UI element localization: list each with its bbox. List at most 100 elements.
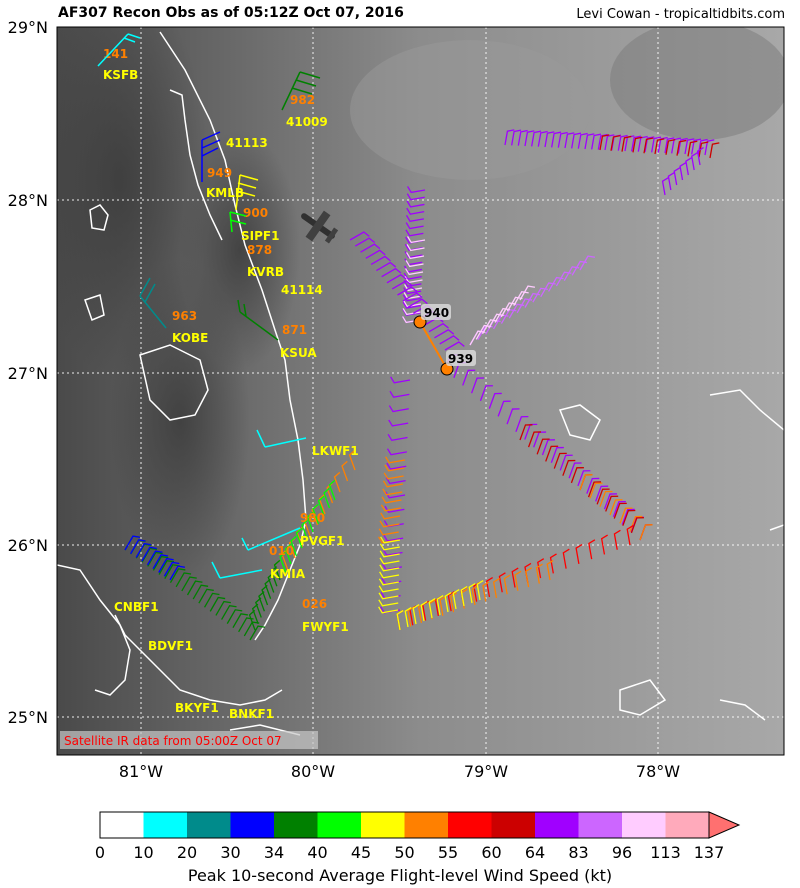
colorbar-bin [404,812,448,838]
station-label: KSUA [280,346,317,360]
wind-barb [436,595,444,616]
wind-barb [385,456,406,464]
wind-barb [169,565,186,581]
wind-barb [492,577,500,598]
colorbar-tick: 50 [394,843,415,862]
wind-barb [516,298,533,314]
wind-barb [248,609,256,631]
wind-barb [515,415,529,433]
wind-barb [665,139,676,155]
wind-barb [312,503,320,525]
wind-barb [406,244,425,252]
wind-barb [388,419,409,427]
wind-barb [301,519,309,541]
colorbar-bin [448,812,492,838]
station-label: SIPF1 [241,229,279,243]
station-pressure: 010 [269,544,294,558]
wind-barb [270,566,278,587]
wind-barb [667,172,675,191]
wind-barb [391,280,412,290]
wind-barb [537,130,548,147]
wind-barb [341,460,349,482]
author-credit: Levi Cowan - tropicaltidbits.com [576,7,785,22]
wind-barb [506,408,520,425]
colorbar-bin [187,812,231,838]
wind-barb [141,546,157,562]
wind-barb [691,138,702,155]
coastline-layer [57,31,784,736]
wind-barb [540,282,556,298]
colorbar-tick: 137 [693,843,725,862]
station-pressure: 878 [247,243,272,257]
wind-barb [384,464,405,472]
wind-barb [354,237,375,247]
lon-label: 81°W [119,762,163,781]
wind-barb [696,147,704,166]
colorbar-tick: 34 [263,843,285,862]
wind-barb [603,493,618,510]
wind-barb [626,525,634,546]
wind-barb [406,207,425,215]
wind-barb [439,335,460,345]
wind-barb [630,517,644,534]
station-label: LKWF1 [312,444,359,458]
wind-barb [587,481,602,498]
wind-barb [599,490,613,507]
wind-barb [130,539,146,555]
wind-barb [385,491,406,499]
wind-barb [404,284,423,292]
wind-barb [232,613,248,629]
wind-barb [407,606,415,627]
wind-barb [378,585,399,593]
station-label: KVRB [247,265,284,279]
wind-barb [447,591,455,612]
wind-barb [378,528,399,536]
wind-barb [563,266,580,282]
wind-barb [622,509,636,526]
wind-barb [677,137,688,154]
map-frame [56,26,785,756]
wind-barb [664,137,675,154]
wind-barb [192,584,209,600]
wind-barb [406,252,425,260]
lat-label: 26°N [8,536,48,555]
wind-barb [639,524,653,541]
colorbar-extend-arrow [708,811,741,839]
wind-barb [545,445,559,462]
wind-barb [403,287,422,295]
colorbar-tick: 96 [611,843,633,862]
wind-barb [198,588,214,604]
wind-barb [382,480,404,488]
station-pressure: 900 [243,206,268,220]
wind-barb [386,448,407,456]
wind-barb [365,249,386,259]
wind-barb [679,162,687,181]
wind-barb [460,586,468,607]
wind-barb [403,300,422,308]
wind-barb [238,617,254,633]
wind-barb [261,584,269,606]
wind-barb [428,598,436,619]
wind-barb [348,449,356,471]
wind-barb [621,135,632,152]
colorbar-tick: 113 [650,843,681,862]
wind-barb [164,564,180,579]
wind-barb [152,555,169,571]
wind-barb [434,328,455,339]
colorbar-tick: 10 [133,843,154,862]
station-observations: KSFB 141 41009 982 41113 KMLB 949 SIPF1 … [103,47,359,721]
wind-barb [471,585,479,606]
wind-barb [404,607,412,628]
station-label: KSFB [103,68,138,82]
satellite-note: Satellite IR data from 05:00Z Oct 07 [60,731,318,749]
wind-barb [402,292,423,302]
wind-barb [511,567,519,588]
wind-barb [612,500,626,518]
center-fixes: 940 939 [413,304,476,376]
wind-barb [381,267,402,278]
wind-barb [550,446,564,463]
wind-barb [267,572,275,593]
station-wind-barbs [97,33,321,579]
colorbar-tick: 20 [176,843,198,862]
wind-barb [383,472,404,480]
